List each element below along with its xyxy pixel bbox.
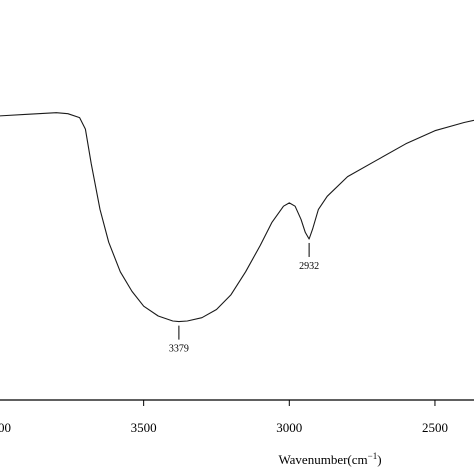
x-tick-label-3500: 3500 [131, 420, 157, 435]
x-axis-title-sup: −1 [368, 451, 378, 461]
x-axis-ticks: 4000350030002500200015001000 [0, 400, 448, 435]
spectrum-line-0 [0, 112, 474, 323]
x-axis-title-close: ) [377, 452, 381, 467]
x-axis-title-main: Wavenumber(cm [278, 452, 367, 467]
x-tick-label-3000: 3000 [276, 420, 302, 435]
x-axis-title: Wavenumber(cm−1) [278, 451, 381, 467]
peak-label-3379: 3379 [169, 344, 189, 355]
x-tick-label-4000: 4000 [0, 420, 11, 435]
peak-annotations: 33792932164615441408123111501026926815 [169, 242, 319, 355]
spectrum-series [0, 112, 474, 323]
peak-label-2932: 2932 [299, 261, 319, 272]
x-tick-label-2500: 2500 [422, 420, 448, 435]
